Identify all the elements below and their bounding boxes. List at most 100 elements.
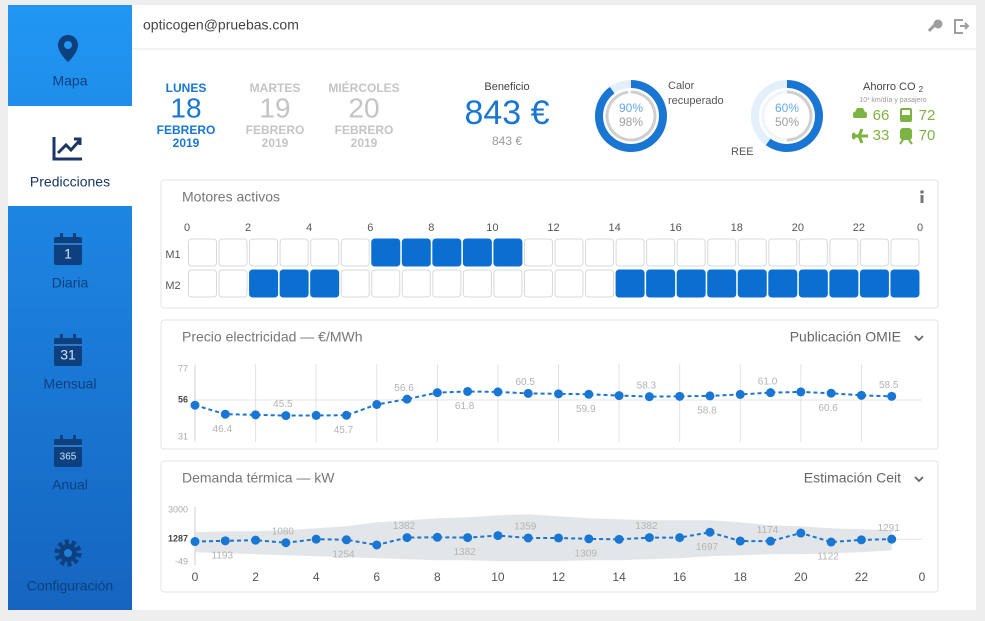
point xyxy=(523,533,533,543)
motor-cell xyxy=(615,269,645,298)
dropdown[interactable]: Estimación Ceit xyxy=(804,470,901,486)
weekday: MIÉRCOLES xyxy=(328,80,399,95)
motor-cell xyxy=(249,269,279,298)
point xyxy=(463,386,473,396)
motor-cell xyxy=(737,269,767,298)
x-tick-label: 20 xyxy=(794,570,808,584)
point xyxy=(856,535,866,545)
point xyxy=(735,389,745,399)
motor-cell xyxy=(493,269,523,298)
motor-cell xyxy=(585,269,615,298)
panel-title: Demanda térmica — kW xyxy=(182,470,335,486)
gear xyxy=(54,539,82,567)
nav-icon[interactable]: 365 xyxy=(54,435,82,467)
point xyxy=(493,387,503,397)
value-label: 58.8 xyxy=(697,406,717,417)
value-label: 1382 xyxy=(635,521,658,532)
motor-cell xyxy=(340,238,370,267)
value-label: 45.7 xyxy=(334,425,354,436)
point xyxy=(796,387,806,397)
motor-cell xyxy=(493,238,523,267)
motor-cell xyxy=(371,238,401,267)
calendar-text: 31 xyxy=(60,347,76,363)
hour-label: 8 xyxy=(428,222,434,234)
chevron xyxy=(914,476,924,483)
point xyxy=(887,391,897,401)
co2-title: Ahorro CO 2 xyxy=(863,81,924,94)
nav-icon[interactable]: 1 xyxy=(54,233,82,265)
motor-cell xyxy=(890,269,920,298)
value-label: 61.0 xyxy=(758,376,778,387)
nav-label[interactable]: Configuración xyxy=(27,578,113,594)
hour-label: 0 xyxy=(184,222,190,234)
x-tick-label: 14 xyxy=(612,570,626,584)
key-icon[interactable] xyxy=(927,19,943,32)
month: FEBRERO xyxy=(157,123,216,137)
motor-cell xyxy=(585,238,615,267)
day: 19 xyxy=(259,92,290,123)
nav-label[interactable]: Anual xyxy=(52,477,88,493)
motor-cell xyxy=(523,238,553,267)
pin-dot xyxy=(64,41,72,49)
motor-cell xyxy=(462,269,492,298)
point xyxy=(554,389,563,399)
point xyxy=(190,400,200,410)
motor-cell xyxy=(707,238,737,267)
point xyxy=(190,537,200,547)
co2-icon xyxy=(899,128,913,145)
hour-label: 20 xyxy=(792,222,804,234)
hour-label: 16 xyxy=(670,222,682,234)
nav-label[interactable]: Mapa xyxy=(52,73,87,89)
point xyxy=(281,411,291,421)
co2-icon xyxy=(853,108,867,118)
point xyxy=(705,527,715,537)
point xyxy=(311,410,321,420)
point xyxy=(644,533,654,543)
dropdown[interactable]: Publicación OMIE xyxy=(790,329,901,345)
nav-icon[interactable] xyxy=(58,35,78,62)
motor-cell xyxy=(615,238,645,267)
gauge-outer xyxy=(595,80,667,152)
x-tick-label: 6 xyxy=(373,570,380,584)
motor-cell xyxy=(829,269,859,298)
month: FEBRERO xyxy=(335,123,394,137)
gauge-inner xyxy=(605,90,657,142)
calendar-ring xyxy=(73,334,76,340)
nav-icon[interactable] xyxy=(54,539,82,567)
nav-icon[interactable] xyxy=(52,137,82,161)
hour-label: 4 xyxy=(306,222,312,234)
point xyxy=(614,391,624,401)
series-line xyxy=(194,531,892,546)
nav-label[interactable]: Mensual xyxy=(44,376,97,392)
point xyxy=(220,536,230,546)
value-label: 60.6 xyxy=(818,403,838,414)
value-label: 1382 xyxy=(454,547,477,558)
point xyxy=(402,394,412,404)
co2-unit: 10³ km/día y pasajero xyxy=(859,97,926,104)
panel-title: Precio electricidad — €/MWh xyxy=(182,329,363,345)
y-tick-label: 31 xyxy=(178,431,188,441)
user-email: opticogen@pruebas.com xyxy=(143,17,299,33)
bus-win xyxy=(902,110,910,115)
car-top xyxy=(855,108,865,112)
motor-cell xyxy=(218,269,248,298)
info-icon[interactable] xyxy=(920,190,924,203)
point xyxy=(584,389,594,399)
series-line xyxy=(194,390,892,417)
point xyxy=(887,534,897,544)
point xyxy=(523,388,533,398)
motor-cell xyxy=(249,238,279,267)
logout-icon[interactable] xyxy=(954,19,970,34)
point xyxy=(463,533,473,543)
nav-label[interactable]: Diaria xyxy=(52,275,89,291)
motor-cell xyxy=(279,269,309,298)
motor-cell xyxy=(188,238,217,267)
motor-cell xyxy=(829,238,859,267)
nav-icon[interactable]: 31 xyxy=(54,334,82,366)
nav-label[interactable]: Predicciones xyxy=(30,174,110,190)
point xyxy=(493,531,503,541)
